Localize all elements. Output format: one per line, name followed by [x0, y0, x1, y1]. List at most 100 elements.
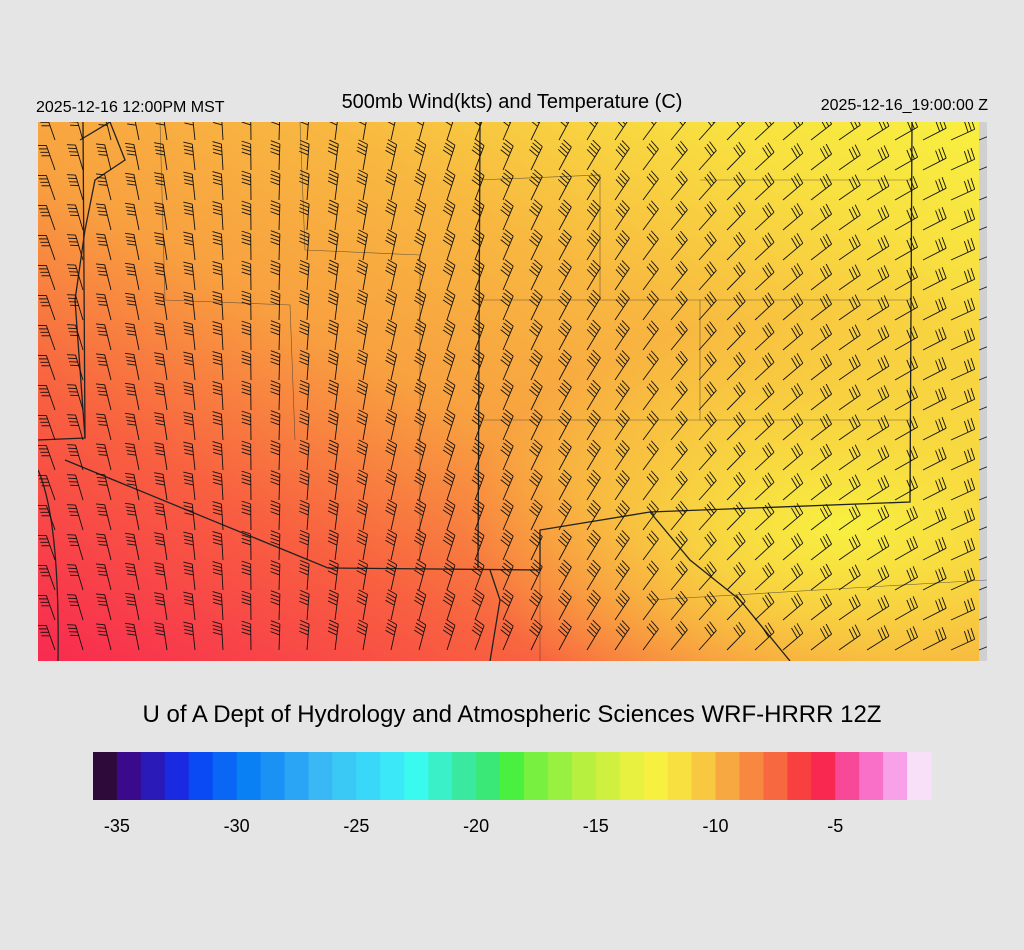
- wind-barb: [327, 379, 339, 411]
- wind-barb: [922, 417, 947, 441]
- wind-barb: [95, 443, 112, 471]
- wind-barb: [754, 262, 775, 291]
- wind-barb: [38, 414, 56, 441]
- wind-barb: [810, 173, 832, 201]
- wind-barb: [726, 122, 746, 141]
- wind-barb: [241, 410, 252, 441]
- wind-barb: [642, 620, 659, 651]
- wind-barb: [950, 537, 976, 561]
- wind-barb: [414, 409, 427, 441]
- wind-barb: [670, 530, 688, 561]
- wind-barb: [385, 379, 398, 411]
- wind-barb: [414, 619, 427, 651]
- wind-barb: [270, 440, 281, 471]
- wind-barb: [414, 379, 427, 411]
- wind-barb: [299, 139, 310, 171]
- wind-barb: [586, 469, 601, 501]
- color-swatch: [332, 752, 357, 800]
- wind-barb: [442, 319, 456, 351]
- wind-barb: [500, 409, 514, 441]
- wind-barb: [270, 200, 281, 231]
- wind-barb: [557, 409, 572, 441]
- wind-barb: [183, 411, 196, 441]
- wind-barb: [154, 292, 168, 321]
- wind-barb: [838, 354, 861, 381]
- wind-barb: [670, 260, 688, 291]
- wind-barb: [38, 624, 56, 651]
- wind-barb: [299, 199, 310, 231]
- wind-barb: [154, 322, 168, 351]
- wind-barb: [270, 290, 281, 321]
- wind-barb: [241, 260, 252, 291]
- wind-barb: [66, 564, 84, 591]
- wind-barb: [241, 500, 252, 531]
- wind-barb: [838, 174, 861, 201]
- tick-label: -15: [583, 816, 609, 836]
- wind-barb: [698, 621, 717, 651]
- wind-barb: [38, 324, 56, 351]
- wind-barb: [270, 320, 281, 351]
- wind-barb: [414, 349, 427, 381]
- wind-barb: [726, 441, 746, 471]
- wind-barb: [529, 229, 543, 261]
- wind-barb: [471, 499, 485, 531]
- wind-barb: [782, 353, 804, 381]
- wind-barb: [782, 203, 804, 231]
- wind-barb: [38, 264, 56, 291]
- wind-barb: [66, 354, 84, 381]
- wind-barb: [212, 501, 224, 531]
- wind-barb: [698, 122, 716, 141]
- wind-barb: [327, 409, 339, 441]
- color-swatch: [691, 752, 717, 800]
- wind-barb: [670, 560, 688, 591]
- wind-barb: [270, 560, 281, 591]
- wind-barb: [154, 352, 168, 381]
- wind-barb: [894, 206, 919, 231]
- wind-barb: [670, 170, 688, 201]
- wind-barb: [782, 533, 804, 561]
- wind-barb: [442, 139, 456, 171]
- wind-barb: [414, 529, 427, 561]
- wind-barb: [754, 502, 775, 531]
- wind-barb: [642, 320, 659, 351]
- wind-barb: [500, 139, 514, 171]
- wind-barb: [95, 323, 112, 351]
- wind-barb: [557, 589, 572, 621]
- wind-barb: [471, 169, 485, 201]
- wind-barb: [922, 447, 947, 471]
- wind-barb: [642, 122, 657, 141]
- wind-barb: [471, 559, 485, 591]
- wind-barb: [66, 594, 84, 621]
- wind-barb: [698, 471, 717, 501]
- wind-barb: [416, 122, 425, 141]
- wind-barb: [726, 261, 746, 291]
- wind-barb: [66, 444, 84, 471]
- wind-barb: [894, 266, 919, 291]
- wind-barb: [212, 261, 224, 291]
- wind-barb: [810, 503, 832, 531]
- wind-barb: [124, 382, 140, 411]
- wind-barb: [614, 320, 630, 351]
- wind-barb: [754, 292, 775, 321]
- wind-barb: [154, 502, 168, 531]
- wind-barb: [782, 233, 804, 261]
- wind-barb: [754, 472, 775, 501]
- wind-barb: [866, 475, 890, 501]
- wind-barb: [356, 529, 368, 561]
- wind-barb: [385, 619, 398, 651]
- wind-barb: [698, 411, 717, 441]
- wind-barb: [810, 623, 832, 651]
- wind-barb: [183, 441, 196, 471]
- wind-barb: [894, 446, 919, 471]
- color-swatch: [739, 752, 764, 800]
- color-swatch: [715, 752, 740, 800]
- wind-barb: [299, 259, 310, 291]
- wind-barb: [726, 531, 746, 561]
- wind-barb: [698, 201, 717, 231]
- wind-barb: [414, 559, 427, 591]
- wind-barb: [356, 289, 368, 321]
- color-swatch: [380, 752, 405, 800]
- wind-barb: [241, 122, 252, 141]
- map-edge: [979, 122, 987, 661]
